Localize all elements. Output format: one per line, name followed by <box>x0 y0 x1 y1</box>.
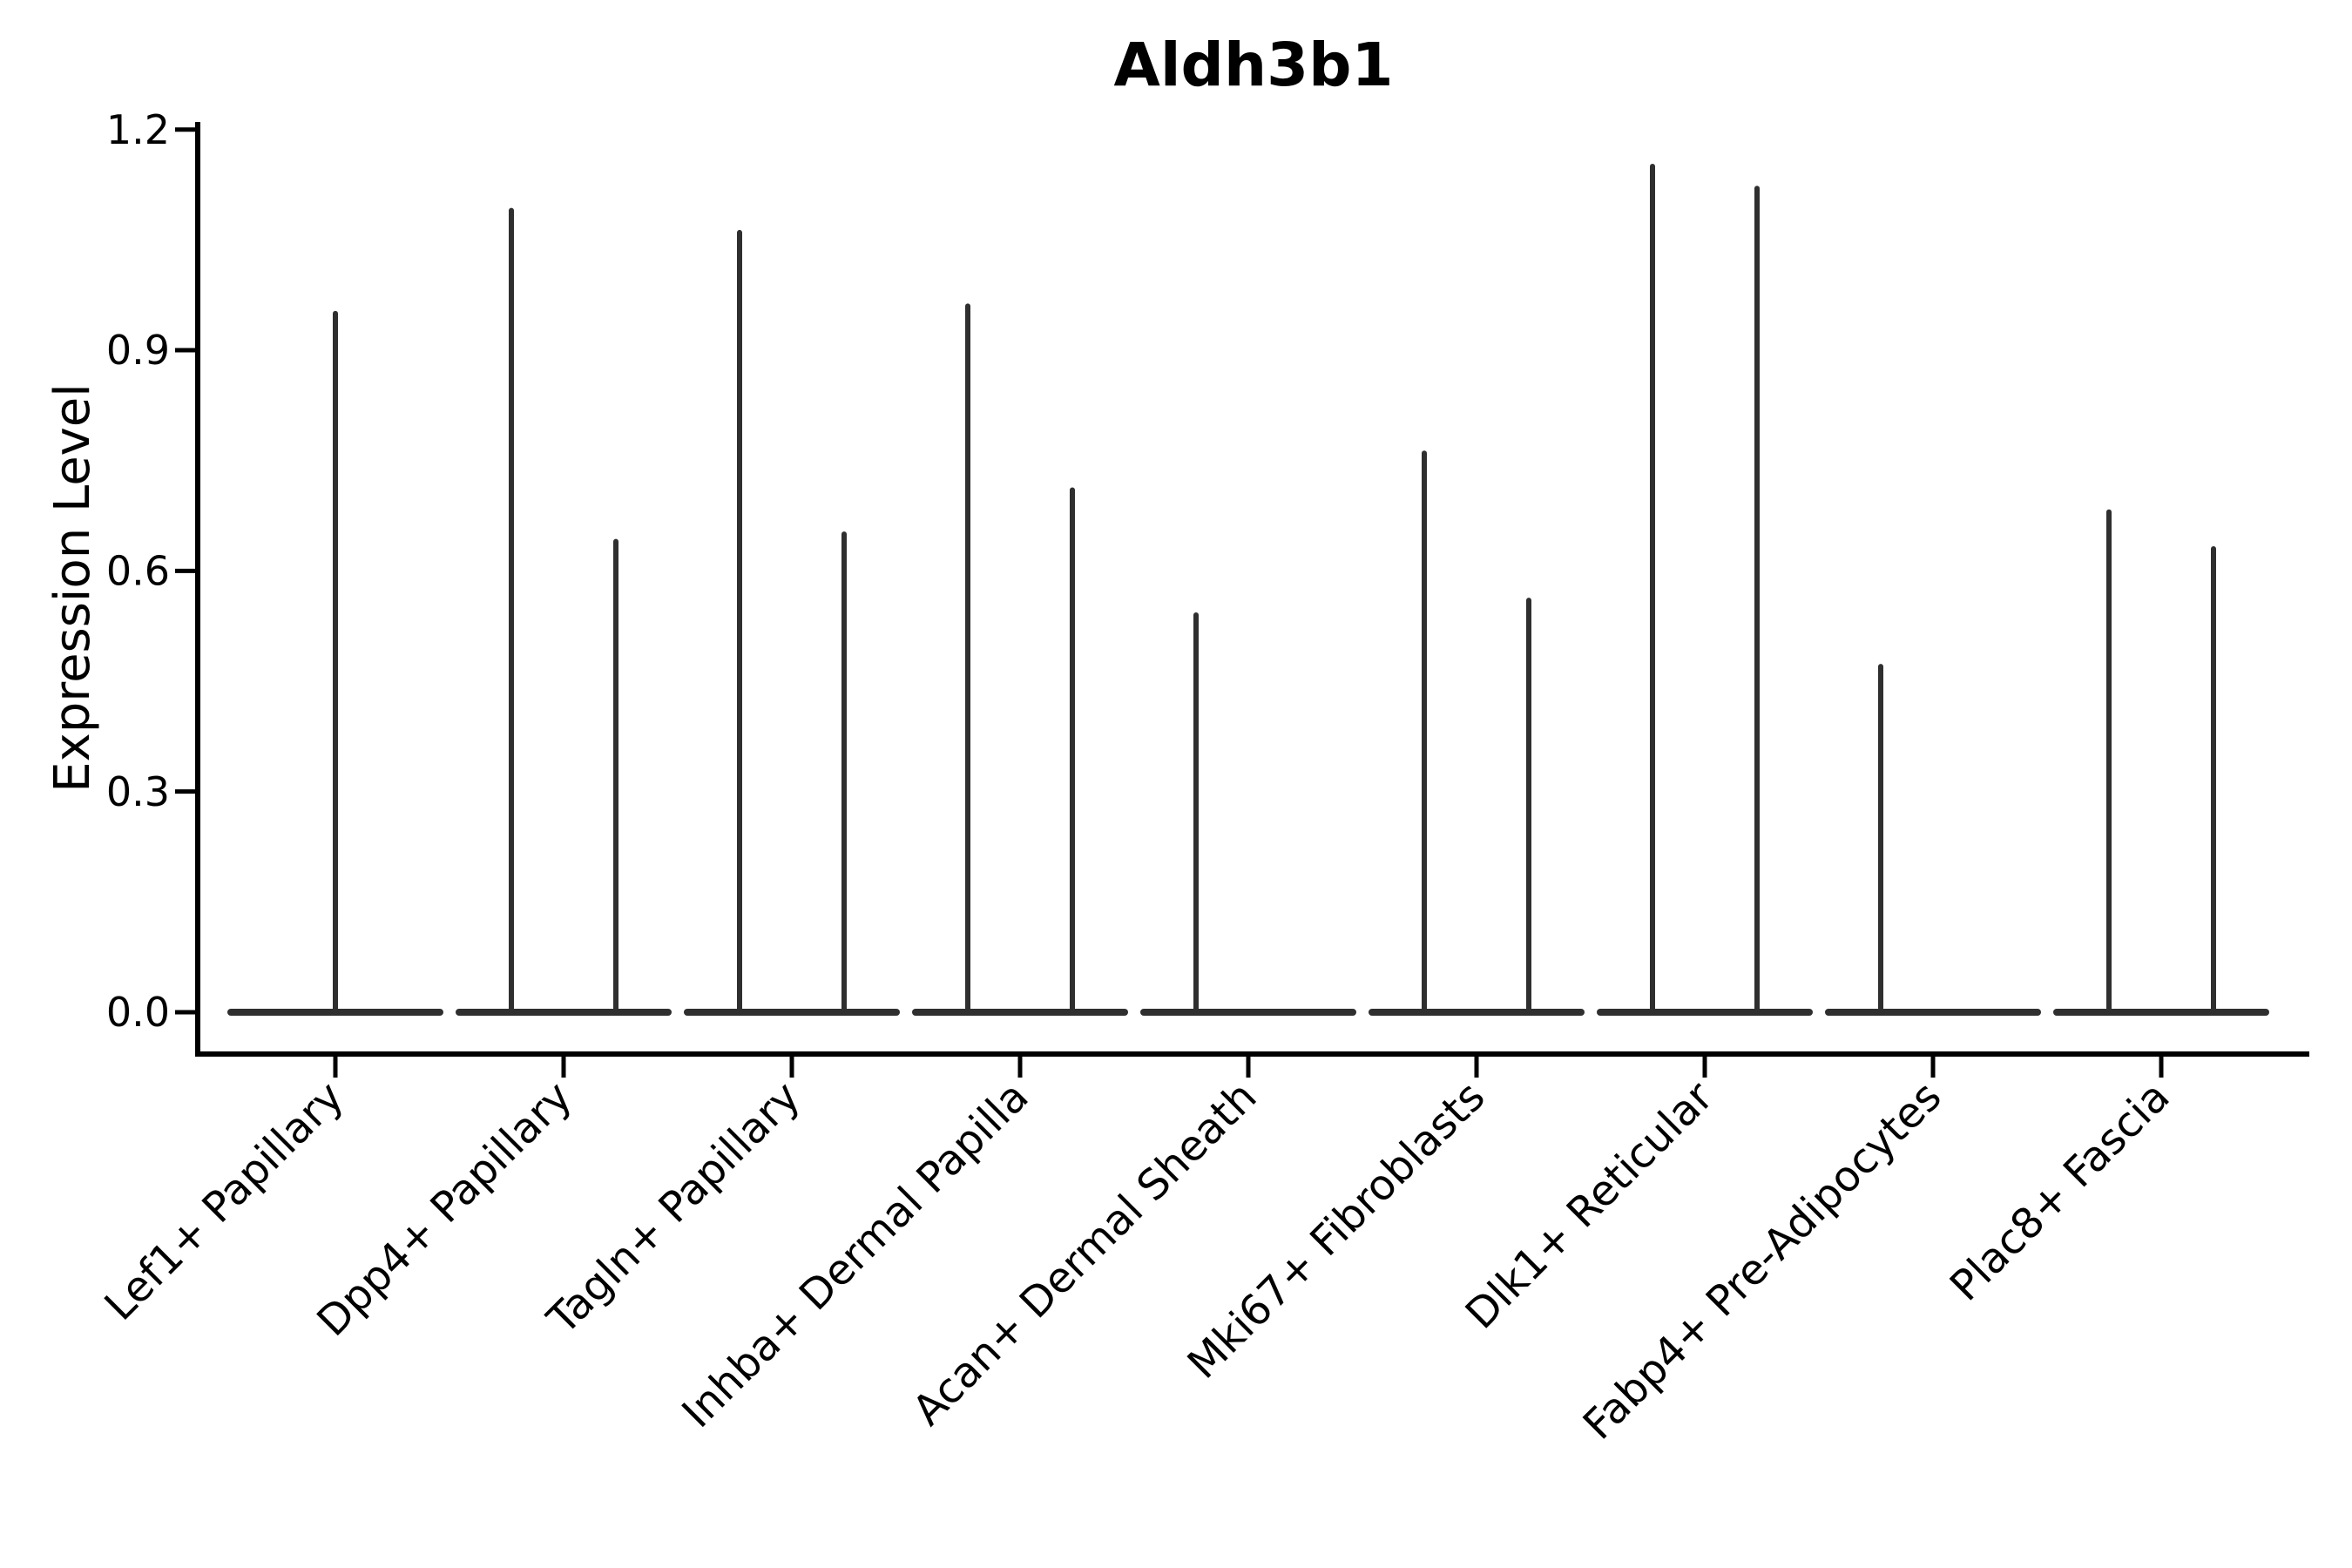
y-tick-label: 0.3 <box>106 768 170 815</box>
x-tick-label: Plac8+ Fascia <box>1941 1072 2180 1311</box>
x-tick-label: Dpp4+ Papillary <box>308 1072 581 1346</box>
y-axis-label: Expression Level <box>44 383 101 793</box>
x-tick-label: Lef1+ Papillary <box>96 1072 354 1330</box>
chart-title: Aldh3b1 <box>1114 30 1394 100</box>
y-tick-label: 0.6 <box>106 547 170 594</box>
y-tick-label: 0.9 <box>106 327 170 374</box>
y-axis-tick-labels: 0.0 0.3 0.6 0.9 1.2 <box>106 106 170 1036</box>
x-tick-label: Dlk1+ Reticular <box>1456 1072 1723 1339</box>
x-tick-label: Tagln+ Papillary <box>537 1072 809 1344</box>
axes <box>175 122 2309 1078</box>
y-tick-label: 1.2 <box>106 106 170 153</box>
y-tick-label: 0.0 <box>106 989 170 1036</box>
violins <box>227 163 2269 1016</box>
